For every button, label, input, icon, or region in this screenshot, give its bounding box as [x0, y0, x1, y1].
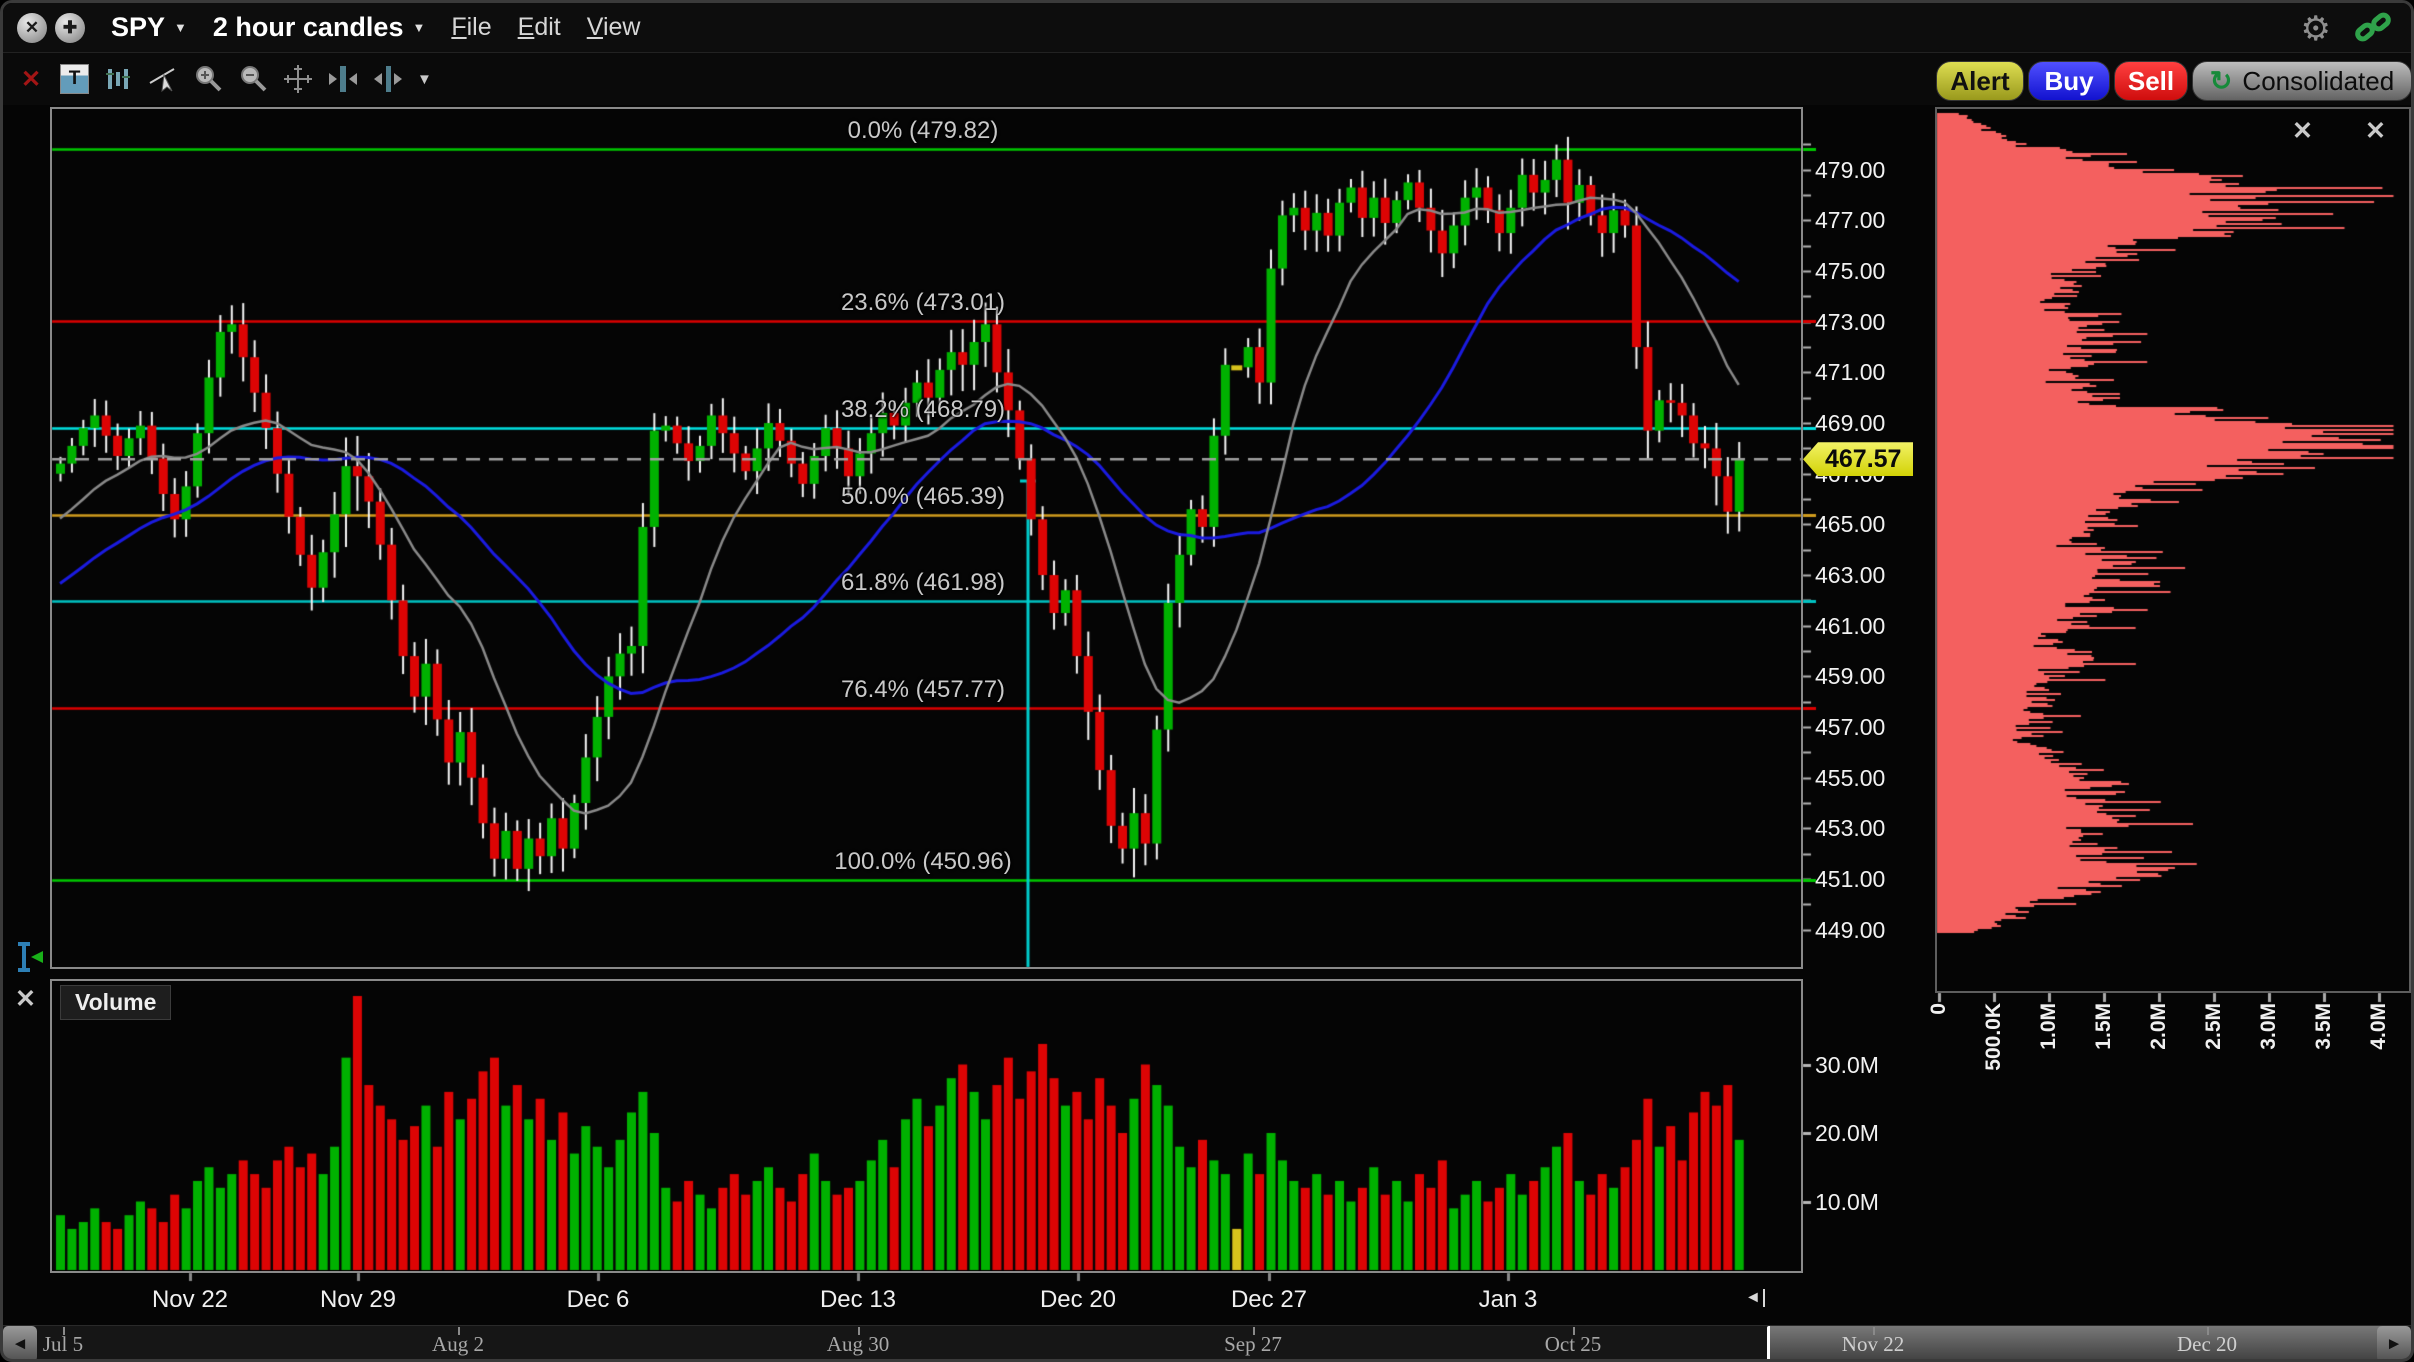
scrollbar-tick [858, 1327, 860, 1335]
profile-close-icon-2[interactable]: ✕ [2365, 117, 2386, 145]
scrollbar-thumb[interactable] [1767, 1326, 2383, 1359]
scrollbar-tick [1573, 1327, 1575, 1335]
volume-pane-close-icon[interactable]: ✕ [15, 985, 36, 1013]
scrollbar-date-label: Aug 2 [432, 1332, 484, 1356]
jump-to-latest-icon[interactable]: ◄ [1745, 1289, 1765, 1307]
left-arrow-icon: ◄ [1745, 1289, 1761, 1306]
time-scrollbar[interactable]: ◄ ► Jul 5 Aug 2 Aug 30 Sep 27 Oct 25 Nov 22 De… [3, 1325, 2411, 1359]
cursor-tool-icon[interactable] [11, 939, 49, 980]
scrollbar-date-label: Sep 27 [1224, 1332, 1282, 1356]
profile-close-icon[interactable]: ✕ [2292, 117, 2313, 145]
scroll-right-button[interactable]: ► [2377, 1326, 2411, 1359]
main-chart-canvas[interactable] [3, 3, 2411, 1359]
scrollbar-tick [1873, 1327, 1875, 1335]
current-price-badge: 467.57 [1803, 442, 1913, 477]
current-price-value: 467.57 [1825, 444, 1902, 473]
scroll-left-button[interactable]: ◄ [3, 1326, 37, 1359]
scrollbar-tick [2207, 1327, 2209, 1335]
scrollbar-tick [458, 1327, 460, 1335]
scrollbar-date-label: Oct 25 [1544, 1332, 1602, 1356]
scrollbar-tick [1253, 1327, 1255, 1335]
scrollbar-date-label: Aug 30 [826, 1332, 890, 1356]
volume-pane-title: Volume [60, 985, 172, 1020]
scrollbar-tick [63, 1327, 65, 1335]
